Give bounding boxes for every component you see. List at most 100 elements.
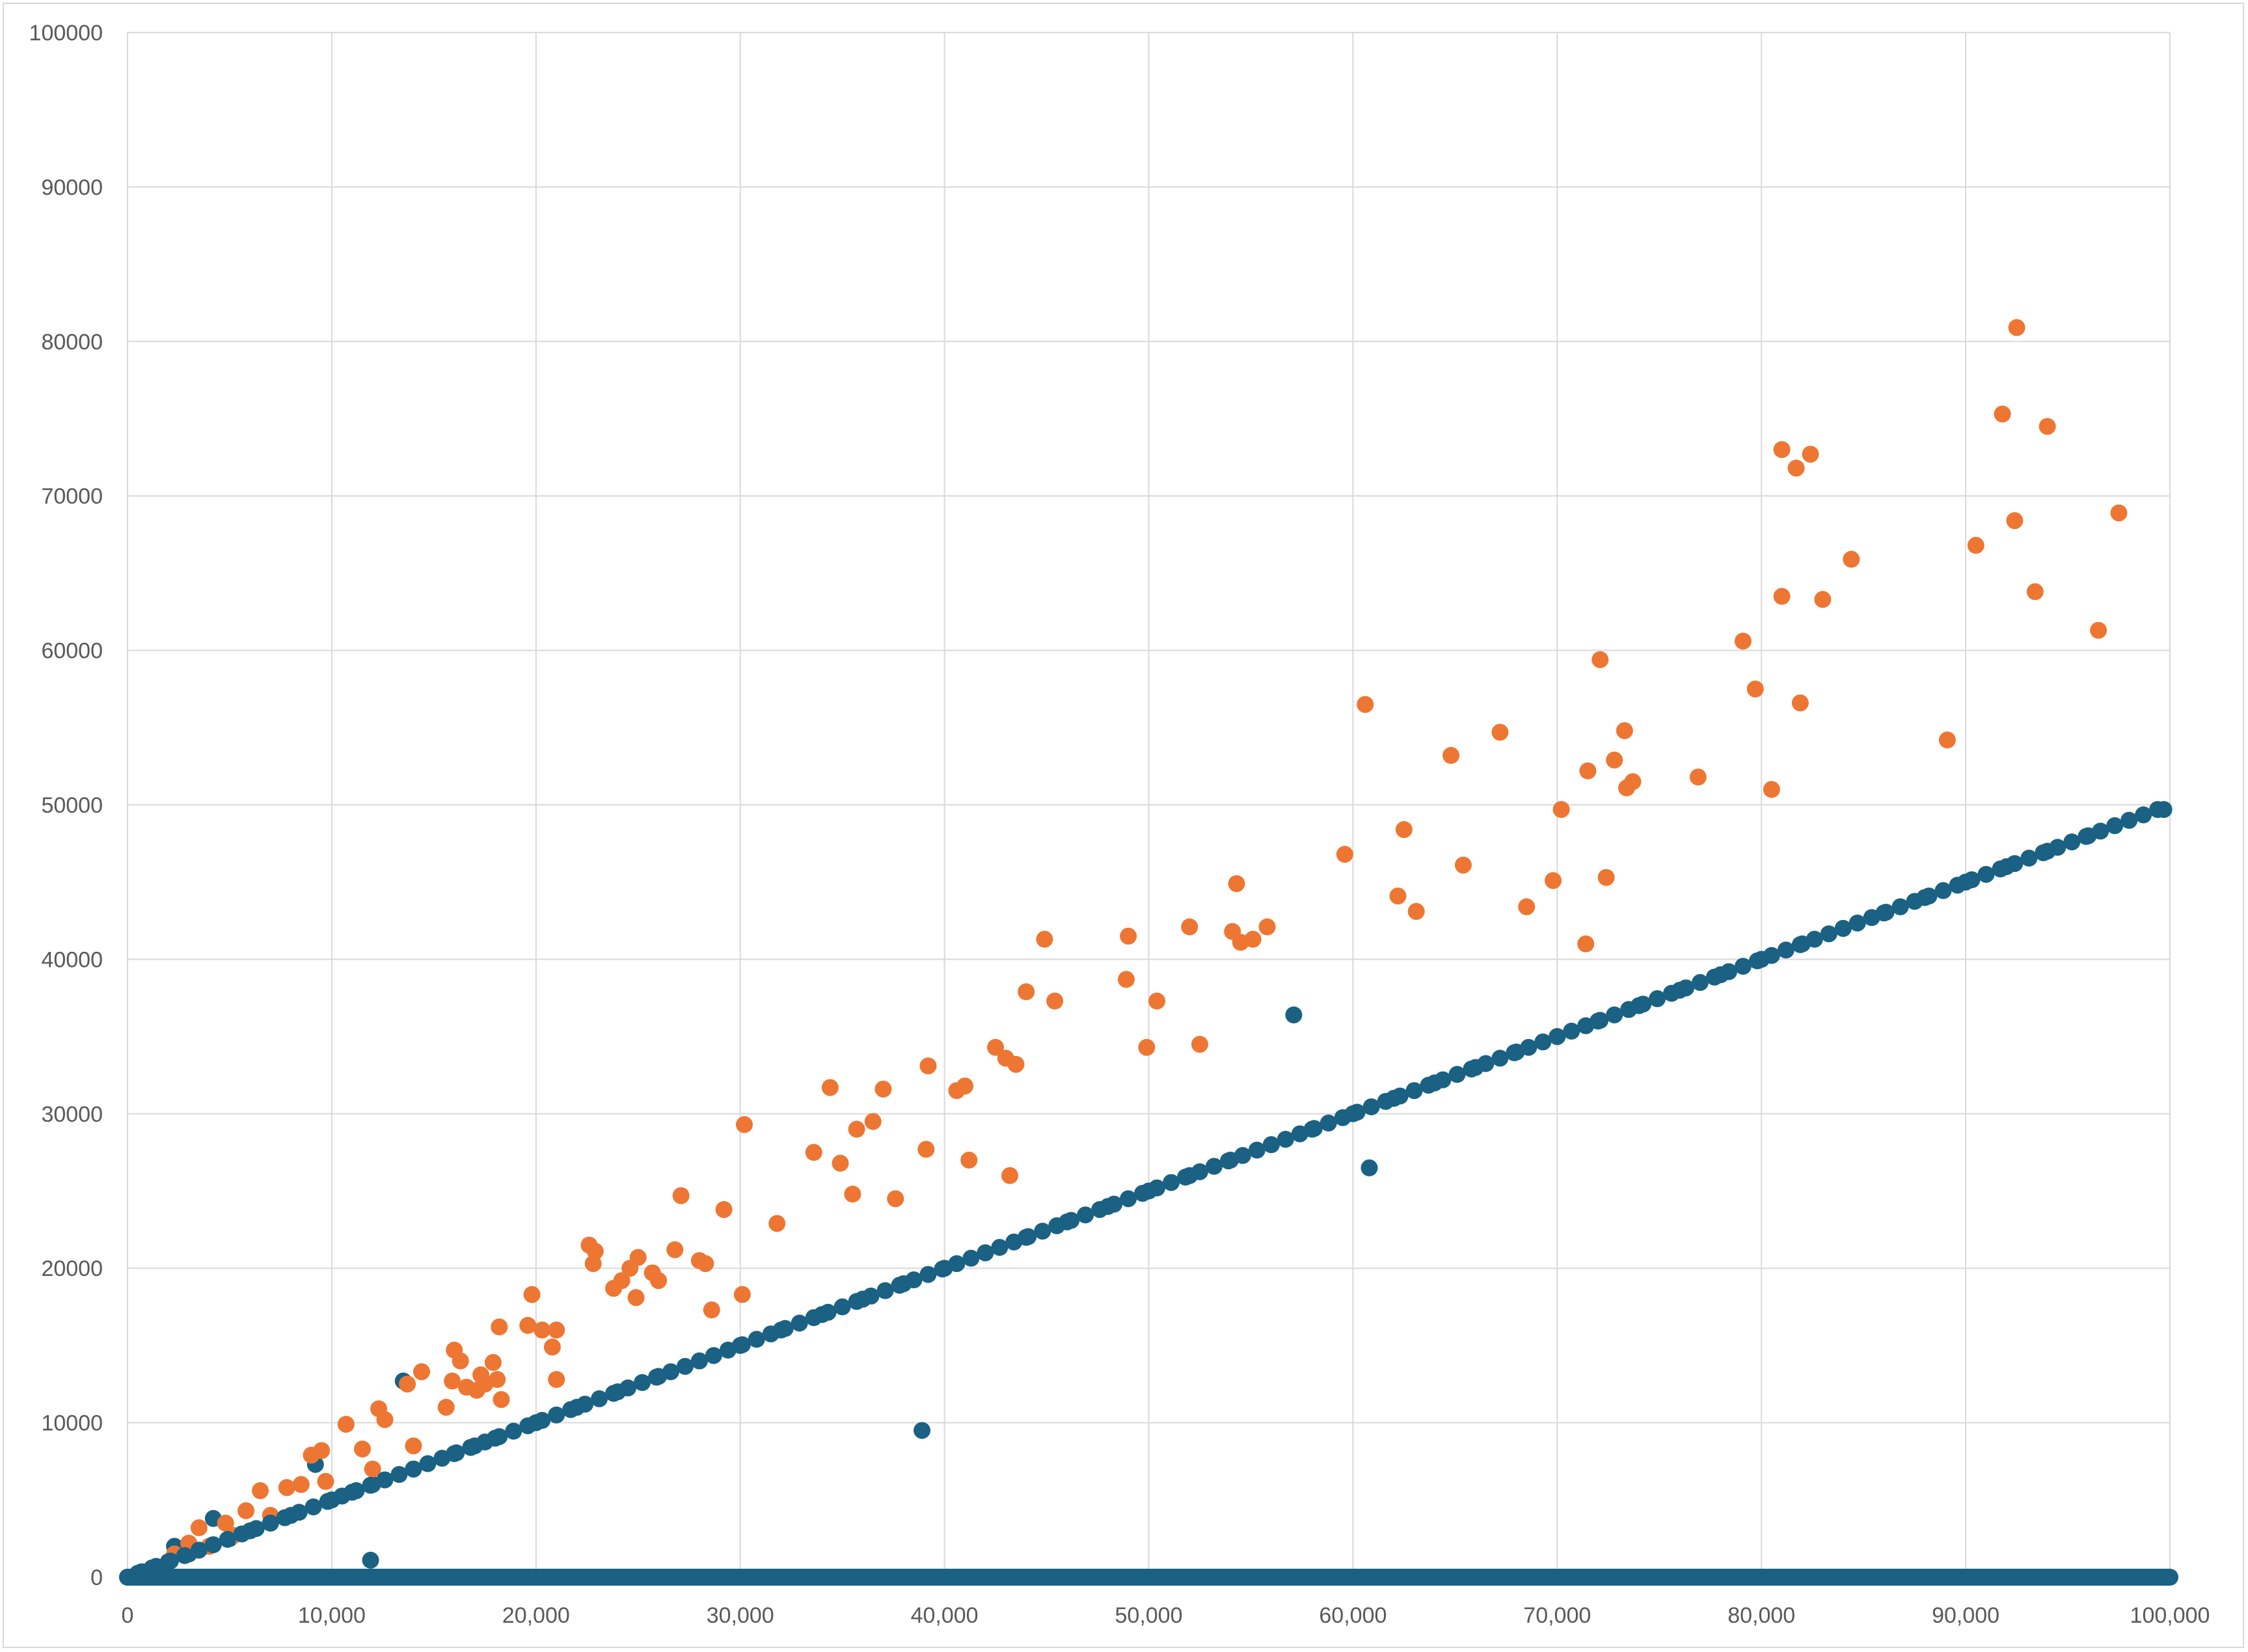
data-point — [2006, 512, 2024, 530]
data-point — [862, 1287, 880, 1305]
data-point — [2063, 833, 2081, 850]
data-point — [262, 1514, 279, 1532]
data-point — [317, 1472, 334, 1490]
x-tick-label: 50,000 — [1115, 1603, 1183, 1628]
data-point — [1191, 1035, 1208, 1053]
data-point — [914, 1422, 931, 1439]
data-point — [876, 1282, 894, 1299]
data-point — [1597, 869, 1615, 886]
data-point — [2120, 811, 2138, 829]
data-point — [276, 1509, 293, 1526]
data-point — [543, 1338, 561, 1356]
data-point — [1005, 1233, 1023, 1251]
data-point — [1063, 1212, 1080, 1229]
data-point — [2038, 418, 2056, 435]
data-point — [290, 1504, 308, 1521]
data-point — [819, 1303, 837, 1321]
y-tick-label: 10000 — [41, 1411, 103, 1436]
data-point — [1620, 1001, 1638, 1018]
data-point — [1477, 1055, 1495, 1072]
data-point — [1320, 1115, 1337, 1132]
y-tick-label: 0 — [90, 1565, 103, 1590]
data-point — [648, 1368, 666, 1386]
data-point — [705, 1347, 722, 1364]
data-point — [1163, 1174, 1180, 1191]
data-point — [2110, 504, 2128, 522]
data-point — [1454, 856, 1472, 874]
data-point — [1334, 1109, 1351, 1126]
data-point — [444, 1372, 461, 1390]
data-point — [1616, 722, 1633, 740]
data-point — [1506, 1044, 1523, 1062]
data-point — [805, 1309, 822, 1327]
data-point — [1020, 1228, 1037, 1245]
data-point — [1663, 984, 1681, 1002]
data-point — [491, 1318, 508, 1336]
data-point — [1992, 860, 2009, 878]
data-point — [1258, 918, 1276, 936]
x-tick-label: 70,000 — [1523, 1603, 1591, 1628]
data-point — [1420, 1076, 1437, 1094]
data-point — [247, 1520, 265, 1537]
data-point — [1834, 919, 1852, 937]
data-point — [448, 1444, 465, 1461]
data-point — [1689, 768, 1707, 786]
data-point — [1120, 927, 1137, 945]
data-point — [217, 1514, 234, 1532]
data-point — [390, 1466, 408, 1483]
data-point — [1977, 865, 1995, 883]
data-point — [1734, 958, 1752, 975]
data-point — [1291, 1125, 1308, 1143]
data-point — [605, 1385, 623, 1402]
data-point — [948, 1255, 966, 1273]
data-point — [991, 1239, 1009, 1256]
data-point — [1120, 1190, 1137, 1208]
data-point — [1219, 1152, 1237, 1170]
data-point — [1277, 1130, 1294, 1148]
data-point — [548, 1406, 565, 1424]
data-point — [591, 1390, 608, 1407]
data-point — [874, 1080, 892, 1098]
data-point — [562, 1401, 580, 1418]
data-point — [2026, 583, 2044, 601]
data-point — [493, 1390, 510, 1408]
data-point — [629, 1249, 647, 1266]
data-point — [1706, 968, 1724, 986]
data-point — [313, 1442, 331, 1459]
y-tick-label: 60000 — [41, 639, 103, 664]
x-tick-label: 60,000 — [1319, 1603, 1387, 1628]
data-point — [2035, 844, 2052, 861]
data-point — [2049, 839, 2066, 856]
data-point — [2078, 828, 2095, 845]
data-point — [1518, 898, 1536, 915]
data-point — [2006, 855, 2024, 873]
data-point — [1692, 974, 1709, 992]
data-point — [1348, 1104, 1366, 1121]
data-point — [1463, 1060, 1480, 1077]
data-point — [147, 1558, 165, 1575]
data-point — [1934, 882, 1952, 899]
data-point — [548, 1371, 565, 1388]
data-point — [833, 1298, 851, 1316]
data-point — [1963, 871, 1981, 889]
data-point — [919, 1266, 937, 1283]
data-point — [413, 1363, 431, 1381]
data-point — [1395, 820, 1413, 838]
data-point — [1262, 1136, 1280, 1154]
data-point — [2149, 801, 2167, 819]
data-point — [489, 1371, 506, 1388]
data-point — [1820, 925, 1837, 943]
data-point — [666, 1241, 684, 1258]
data-point — [491, 1428, 508, 1445]
data-point — [1018, 983, 1035, 1001]
data-point — [1802, 446, 1819, 463]
data-point — [1520, 1038, 1537, 1056]
data-point — [376, 1471, 394, 1489]
y-tick-label: 70000 — [41, 484, 103, 509]
data-point — [719, 1342, 737, 1359]
data-point — [1389, 887, 1407, 905]
data-point — [934, 1260, 951, 1278]
data-point — [337, 1415, 355, 1433]
data-point — [697, 1255, 714, 1273]
data-point — [252, 1482, 269, 1500]
